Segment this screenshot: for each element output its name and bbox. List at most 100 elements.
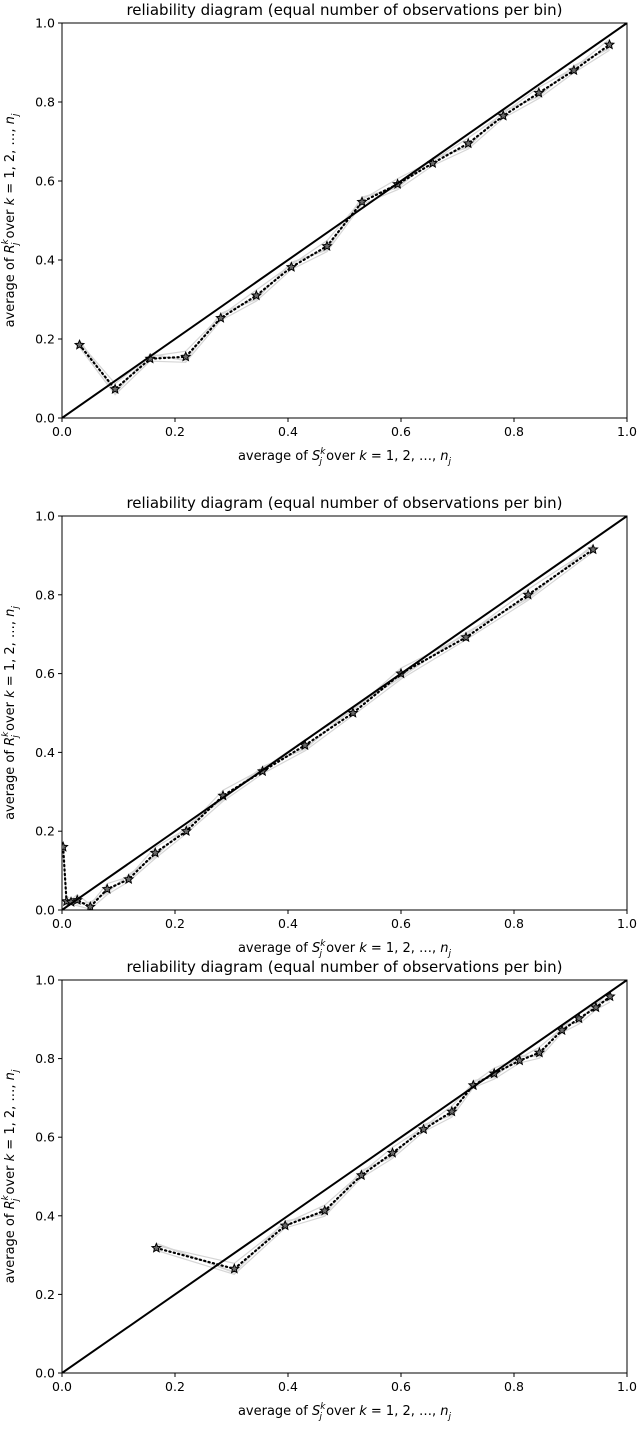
- y-tick-label: 0.0: [35, 1366, 55, 1381]
- perfect-calibration-line: [62, 23, 627, 418]
- data-point-star: [417, 1123, 430, 1135]
- data-point-star: [123, 873, 135, 885]
- x-tick-label: 0.0: [52, 1379, 72, 1394]
- data-point-star: [319, 1204, 331, 1216]
- data-point-star: [84, 900, 96, 910]
- data-point-star: [356, 196, 368, 207]
- data-point-star: [347, 707, 359, 718]
- data-point-star: [150, 1242, 162, 1253]
- y-tick-label: 0.4: [35, 745, 55, 760]
- y-tick-label: 1.0: [35, 16, 55, 31]
- y-tick-label: 0.8: [35, 95, 55, 110]
- perfect-calibration-line: [62, 980, 627, 1373]
- variation-curve: [156, 1001, 611, 1276]
- data-point-star: [180, 825, 192, 836]
- reliability-curve: [155, 995, 612, 1271]
- data-point-star: [144, 352, 156, 364]
- plot-area: [62, 516, 627, 910]
- y-tick-label: 0.6: [35, 174, 55, 189]
- data-point-star: [462, 137, 474, 149]
- plot-frame: [61, 22, 628, 419]
- data-point-star: [533, 1046, 546, 1058]
- y-tick-label: 0.2: [35, 1287, 55, 1302]
- y-tick-label: 0.8: [35, 1051, 55, 1066]
- y-axis-label: average of Rkj over k = 1, 2, …, nj: [1, 113, 21, 327]
- data-point-star: [228, 1262, 240, 1274]
- x-axis-label: average of Sk j over k = 1, 2, …, nj: [238, 1402, 452, 1422]
- data-point-star: [285, 261, 297, 272]
- y-tick-label: 0.2: [35, 332, 55, 347]
- data-point-star: [386, 1147, 399, 1158]
- data-point-star: [514, 1054, 526, 1066]
- x-tick-label: 0.8: [504, 424, 524, 439]
- plot-area: [62, 23, 627, 418]
- data-point-star: [279, 1219, 291, 1231]
- data-point-star: [590, 1001, 602, 1013]
- plot-area: [62, 980, 627, 1373]
- data-point-star: [533, 87, 545, 98]
- x-tick-label: 1.0: [617, 916, 637, 931]
- x-tick-label: 1.0: [617, 1379, 637, 1394]
- chart-title: reliability diagram (equal number of obs…: [126, 494, 562, 512]
- data-point-star: [460, 631, 472, 643]
- y-tick-label: 0.6: [35, 1130, 55, 1145]
- x-axis-label: average of Sk j over k = 1, 2, …, nj: [238, 447, 452, 467]
- variation-curve: [62, 546, 594, 906]
- chart-title: reliability diagram (equal number of obs…: [126, 958, 562, 976]
- x-tick-label: 0.4: [278, 424, 298, 439]
- x-tick-label: 0.8: [504, 1379, 524, 1394]
- data-point-star: [355, 1169, 368, 1181]
- y-tick-label: 1.0: [35, 973, 55, 988]
- chart-title: reliability diagram (equal number of obs…: [126, 1, 562, 19]
- y-tick-label: 1.0: [35, 509, 55, 524]
- x-tick-label: 0.0: [52, 424, 72, 439]
- x-tick-label: 0.2: [165, 916, 185, 931]
- y-tick-label: 0.2: [35, 824, 55, 839]
- chart-panel-3: reliability diagram (equal number of obs…: [1, 958, 637, 1422]
- x-tick-label: 0.4: [278, 1379, 298, 1394]
- data-point-star: [573, 1012, 585, 1024]
- plot-frame: [61, 979, 628, 1374]
- data-point-star: [215, 312, 227, 323]
- x-tick-label: 0.6: [391, 1379, 411, 1394]
- data-point-star: [497, 109, 509, 121]
- y-tick-label: 0.8: [35, 587, 55, 602]
- variation-curve: [156, 999, 611, 1273]
- x-tick-label: 0.6: [391, 916, 411, 931]
- data-point-star: [587, 543, 599, 555]
- x-tick-label: 0.0: [52, 916, 72, 931]
- x-tick-label: 0.8: [504, 916, 524, 931]
- x-tick-label: 1.0: [617, 424, 637, 439]
- x-tick-label: 0.2: [165, 1379, 185, 1394]
- reliability-curve: [78, 43, 611, 391]
- x-tick-label: 0.6: [391, 424, 411, 439]
- data-point-star: [62, 841, 69, 852]
- data-point-star: [446, 1105, 458, 1117]
- y-tick-label: 0.4: [35, 253, 55, 268]
- data-point-star: [180, 350, 192, 362]
- data-point-star: [73, 339, 86, 350]
- y-tick-label: 0.6: [35, 666, 55, 681]
- data-point-star: [522, 588, 534, 600]
- y-tick-label: 0.0: [35, 903, 55, 918]
- variation-curve: [79, 49, 610, 396]
- data-point-star: [250, 289, 262, 301]
- data-point-star: [603, 38, 616, 50]
- y-axis-label: average of Rkj over k = 1, 2, …, nj: [1, 1069, 21, 1283]
- x-axis-label: average of Sk j over k = 1, 2, …, nj: [238, 939, 452, 959]
- y-tick-label: 0.0: [35, 411, 55, 426]
- data-point-star: [109, 383, 121, 394]
- x-tick-label: 0.2: [165, 424, 185, 439]
- y-tick-label: 0.4: [35, 1208, 55, 1223]
- data-point-star: [556, 1024, 568, 1036]
- variation-curve: [156, 999, 611, 1274]
- data-point-star: [149, 846, 161, 858]
- data-point-star: [101, 883, 113, 894]
- variation-curve: [156, 990, 611, 1265]
- chart-panel-2: reliability diagram (equal number of obs…: [1, 494, 637, 959]
- chart-panel-1: reliability diagram (equal number of obs…: [1, 1, 637, 467]
- data-point-star: [321, 240, 333, 251]
- perfect-calibration-line: [62, 516, 627, 910]
- data-point-star: [568, 64, 580, 76]
- x-tick-label: 0.4: [278, 916, 298, 931]
